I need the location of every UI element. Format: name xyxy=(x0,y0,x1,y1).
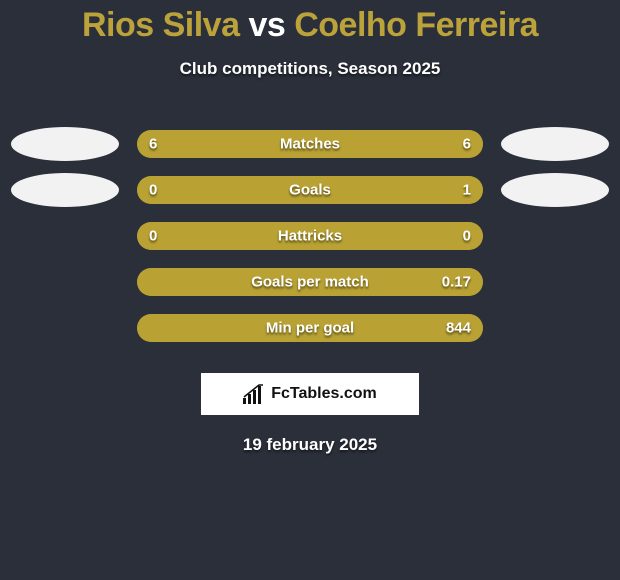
avatar-spacer xyxy=(11,265,119,299)
avatar-spacer xyxy=(11,219,119,253)
bar-label: Min per goal xyxy=(266,320,354,337)
brand-text: FcTables.com xyxy=(271,385,377,403)
comparison-row: 0 0 Hattricks xyxy=(0,213,620,259)
comparison-rows: 6 6 Matches 0 1 Goals 0 0 Hattricks 0.17 Goals per… xyxy=(0,121,620,351)
player2-avatar xyxy=(501,127,609,161)
bar-label: Hattricks xyxy=(278,228,342,245)
bar-value-right: 0 xyxy=(463,228,471,245)
avatar-spacer xyxy=(501,265,609,299)
vs-text: vs xyxy=(248,6,285,44)
page-title: Rios Silva vs Coelho Ferreira xyxy=(0,0,620,45)
avatar-spacer xyxy=(11,311,119,345)
player2-avatar xyxy=(501,173,609,207)
comparison-row: 6 6 Matches xyxy=(0,121,620,167)
comparison-row: 0.17 Goals per match xyxy=(0,259,620,305)
player2-name: Coelho Ferreira xyxy=(294,6,538,44)
player1-avatar xyxy=(11,173,119,207)
bar-value-right: 1 xyxy=(463,182,471,199)
bar-fill-right xyxy=(199,176,483,204)
bar-value-right: 0.17 xyxy=(442,274,471,291)
subtitle-text: Club competitions, Season 2025 xyxy=(0,59,620,79)
bar-value-left: 0 xyxy=(149,182,157,199)
bar-label: Goals xyxy=(289,182,331,199)
comparison-row: 844 Min per goal xyxy=(0,305,620,351)
avatar-spacer xyxy=(501,311,609,345)
bar-value-right: 844 xyxy=(446,320,471,337)
brand-box[interactable]: FcTables.com xyxy=(201,373,419,415)
bar-value-right: 6 xyxy=(463,136,471,153)
player1-avatar xyxy=(11,127,119,161)
comparison-row: 0 1 Goals xyxy=(0,167,620,213)
bar-label: Goals per match xyxy=(251,274,369,291)
avatar-spacer xyxy=(501,219,609,253)
stat-bar: 0 1 Goals xyxy=(137,176,483,204)
stat-bar: 0 0 Hattricks xyxy=(137,222,483,250)
bar-label: Matches xyxy=(280,136,340,153)
stat-bar: 0.17 Goals per match xyxy=(137,268,483,296)
player1-name: Rios Silva xyxy=(82,6,240,44)
bar-value-left: 0 xyxy=(149,228,157,245)
brand-chart-icon xyxy=(243,384,265,404)
stat-bar: 6 6 Matches xyxy=(137,130,483,158)
date-text: 19 february 2025 xyxy=(0,435,620,455)
stat-bar: 844 Min per goal xyxy=(137,314,483,342)
bar-fill-left xyxy=(137,176,199,204)
bar-value-left: 6 xyxy=(149,136,157,153)
